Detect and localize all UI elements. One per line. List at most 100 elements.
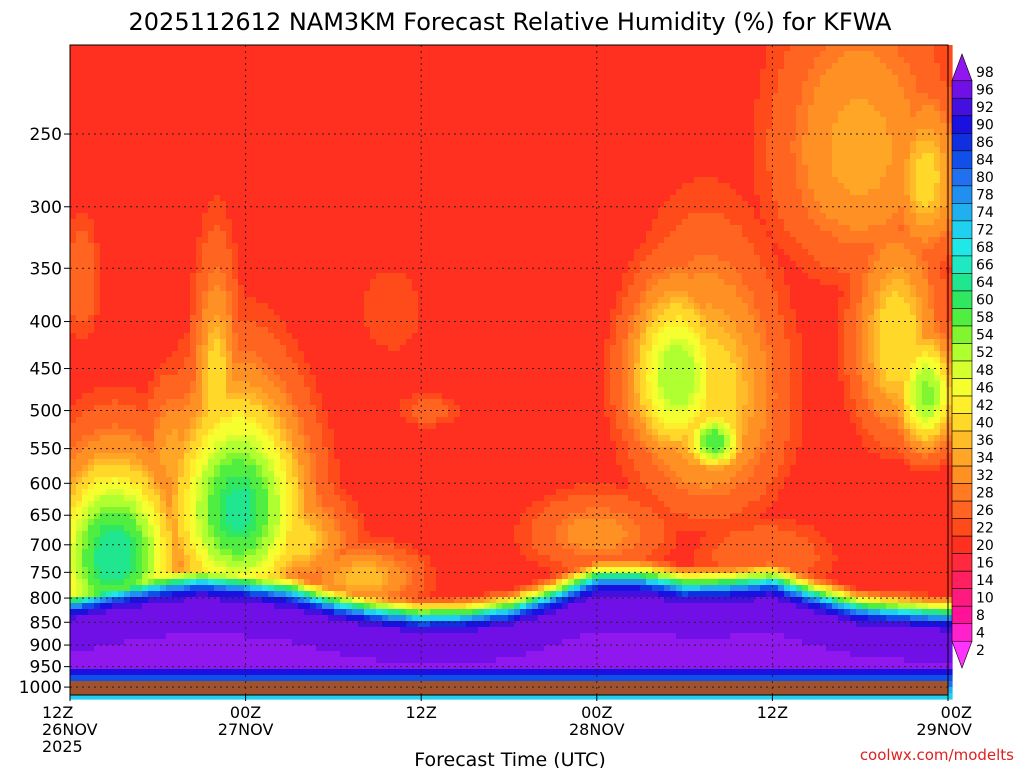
rh-cell (586, 225, 593, 232)
rh-cell (190, 87, 197, 94)
rh-cell (730, 51, 737, 58)
rh-cell (388, 111, 395, 118)
rh-cell (862, 225, 869, 232)
rh-cell (664, 219, 671, 226)
rh-cell (304, 237, 311, 244)
rh-cell (562, 153, 569, 160)
rh-cell (436, 201, 443, 208)
rh-cell (742, 159, 749, 166)
rh-cell (760, 111, 767, 118)
rh-cell (382, 237, 389, 244)
rh-cell (148, 75, 155, 82)
rh-cell (112, 177, 119, 184)
rh-cell (454, 45, 461, 52)
rh-cell (664, 45, 671, 52)
rh-cell (82, 213, 89, 220)
rh-cell (892, 75, 899, 82)
rh-cell (364, 135, 371, 142)
rh-cell (574, 243, 581, 250)
rh-cell (160, 93, 167, 100)
rh-cell (754, 147, 761, 154)
rh-cell (622, 45, 629, 52)
rh-cell (382, 225, 389, 232)
rh-cell (556, 243, 563, 250)
rh-cell (634, 141, 641, 148)
rh-cell (190, 81, 197, 88)
rh-cell (586, 183, 593, 190)
rh-cell (406, 75, 413, 82)
rh-cell (388, 45, 395, 52)
rh-cell (904, 201, 911, 208)
rh-cell (76, 237, 83, 244)
rh-cell (130, 75, 137, 82)
rh-cell (106, 75, 113, 82)
rh-cell (892, 99, 899, 106)
rh-cell (682, 159, 689, 166)
rh-cell (838, 141, 845, 148)
rh-cell (82, 237, 89, 244)
rh-cell (742, 99, 749, 106)
rh-cell (112, 159, 119, 166)
rh-cell (238, 129, 245, 136)
rh-cell (760, 195, 767, 202)
rh-cell (388, 165, 395, 172)
rh-cell (916, 243, 923, 250)
rh-cell (778, 45, 785, 52)
rh-cell (736, 141, 743, 148)
rh-cell (652, 165, 659, 172)
rh-cell (532, 147, 539, 154)
rh-cell (622, 159, 629, 166)
rh-cell (274, 81, 281, 88)
rh-cell (88, 207, 95, 214)
rh-cell (910, 63, 917, 70)
rh-cell (430, 195, 437, 202)
rh-cell (370, 99, 377, 106)
rh-cell (220, 207, 227, 214)
rh-cell (442, 201, 449, 208)
rh-cell (286, 117, 293, 124)
rh-cell (112, 99, 119, 106)
rh-cell (700, 171, 707, 178)
rh-cell (616, 147, 623, 154)
rh-cell (250, 81, 257, 88)
rh-cell (340, 69, 347, 76)
rh-cell (646, 183, 653, 190)
rh-cell (70, 135, 77, 142)
rh-cell (856, 147, 863, 154)
rh-cell (184, 87, 191, 94)
rh-cell (754, 153, 761, 160)
rh-cell (742, 177, 749, 184)
rh-cell (136, 123, 143, 130)
rh-cell (352, 165, 359, 172)
rh-cell (544, 129, 551, 136)
rh-cell (580, 231, 587, 238)
rh-cell (862, 159, 869, 166)
rh-cell (610, 87, 617, 94)
rh-cell (484, 105, 491, 112)
rh-cell (400, 63, 407, 70)
rh-cell (604, 111, 611, 118)
rh-cell (184, 81, 191, 88)
rh-cell (886, 195, 893, 202)
rh-cell (340, 123, 347, 130)
rh-cell (736, 135, 743, 142)
rh-cell (790, 123, 797, 130)
rh-cell (376, 81, 383, 88)
rh-cell (808, 63, 815, 70)
rh-cell (76, 93, 83, 100)
rh-cell (742, 129, 749, 136)
rh-cell (184, 177, 191, 184)
rh-cell (448, 165, 455, 172)
rh-cell (226, 81, 233, 88)
rh-cell (148, 63, 155, 70)
rh-cell (766, 171, 773, 178)
rh-cell (154, 57, 161, 64)
rh-cell (394, 141, 401, 148)
rh-cell (220, 141, 227, 148)
rh-cell (406, 45, 413, 52)
rh-cell (496, 135, 503, 142)
rh-cell (100, 123, 107, 130)
rh-cell (652, 57, 659, 64)
rh-cell (406, 237, 413, 244)
rh-cell (466, 129, 473, 136)
